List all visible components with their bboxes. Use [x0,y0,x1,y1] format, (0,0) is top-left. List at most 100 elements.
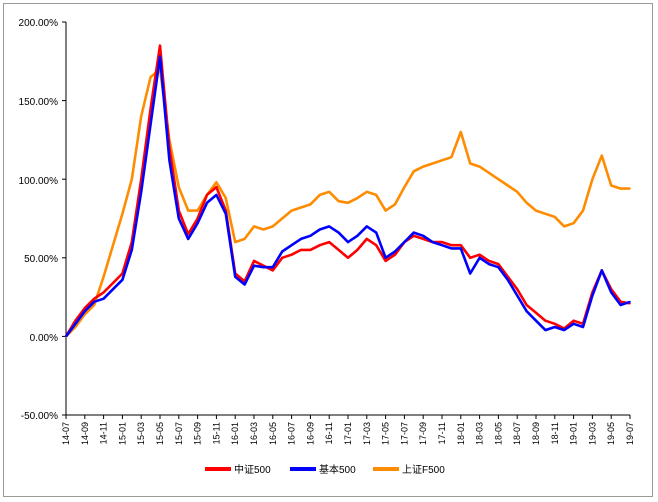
series-point [215,194,218,196]
x-tick-label: 16-05 [268,422,278,445]
x-tick-label: 15-07 [174,422,184,445]
series-point [413,170,415,173]
y-tick-label: 0.00% [30,333,58,344]
series-point [535,319,537,322]
x-tick-label: 17-03 [362,422,372,445]
x-tick-label: 18-11 [550,422,560,444]
series-point [281,257,284,259]
x-tick-label: 16-09 [305,422,315,445]
x-ticks: 14-07 14-09 14-11 15-01 15-03 15-05 15-07 15-09… [61,415,635,445]
series-point [253,225,255,228]
series-point [347,241,349,243]
x-tick-label: 19-03 [587,422,597,445]
legend-label: 基本500 [319,463,356,476]
series-point [84,313,86,316]
series-point [178,186,180,188]
series-point [131,249,133,251]
series-line-1 [64,55,631,338]
series-point [572,319,575,322]
series-point [629,187,631,190]
series-point [544,329,547,331]
series-point [394,203,396,206]
series-point [159,55,161,58]
series-layer [64,44,631,338]
series-point [507,279,509,281]
series-point [300,238,302,240]
series-point [253,264,255,267]
series-point [535,312,537,314]
series-point [112,288,114,291]
series-point [74,323,77,325]
series-point [601,269,603,272]
x-tick-label: 17-07 [399,422,409,445]
series-point [497,263,500,265]
series-point [149,107,152,110]
series-point [121,279,124,281]
x-tick-label: 19-07 [625,422,635,445]
series-point [422,238,425,240]
series-point [450,247,453,250]
y-axis: 200.00% 150.00% 100.00% 50.00% 0.00% -50… [19,18,67,422]
x-tick-label: 18-05 [493,422,503,445]
series-point [356,235,359,237]
series-point [582,326,584,328]
series-point [488,172,490,174]
series-point [572,222,575,224]
series-point [309,249,312,251]
series-point [225,197,227,199]
series-point [102,297,105,300]
series-point [206,202,208,204]
series-point [102,291,105,294]
series-point [290,244,293,246]
series-point [629,301,631,303]
series-point [215,181,218,184]
series-point [262,266,265,269]
series-point [525,202,528,204]
series-point [309,203,312,206]
series-point [394,253,396,256]
series-point [619,301,622,303]
series-point [460,247,462,250]
series-point [422,235,425,237]
series-point [478,253,481,256]
series-point [337,200,340,202]
x-tick-label: 19-01 [569,422,579,445]
x-tick-label: 18-01 [456,422,466,445]
series-point [149,123,152,125]
series-point [601,154,603,157]
series-point [403,186,406,188]
legend-label: 上证F500 [402,464,445,476]
series-point [290,253,293,256]
series-point [159,44,161,47]
x-tick-label: 18-03 [475,422,485,445]
series-point [422,165,425,168]
series-point [469,272,472,275]
series-point [516,294,518,297]
x-tick-label: 16-03 [249,422,259,445]
series-point [441,244,443,246]
series-point [121,272,124,275]
series-point [525,310,528,313]
series-point [93,301,95,303]
series-point [196,217,199,220]
series-point [93,297,95,300]
series-point [149,76,152,78]
series-point [65,335,67,338]
series-point [591,178,594,180]
series-point [187,233,189,235]
series-point [272,225,274,228]
series-point [394,250,396,253]
x-tick-label: 15-03 [136,422,146,445]
y-tick-label: 150.00% [19,97,59,108]
series-point [497,266,500,269]
series-point [375,244,378,246]
series-point [121,213,124,215]
series-point [478,165,481,168]
series-point [554,326,556,328]
series-point [187,238,189,240]
series-point [366,191,368,193]
series-point [460,131,462,133]
series-point [168,159,171,162]
x-tick-label: 18-07 [512,422,522,445]
